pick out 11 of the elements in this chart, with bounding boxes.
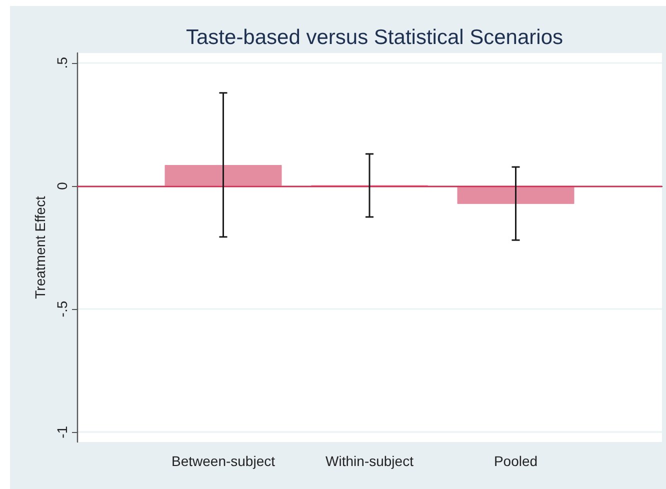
y-tick-label: .5: [54, 56, 70, 69]
x-tick-label: Pooled: [494, 453, 538, 469]
y-tick-label: -1: [54, 426, 70, 438]
y-axis-title: Treatment Effect: [32, 196, 48, 299]
bar: [164, 165, 282, 186]
y-tick-label: 0: [54, 182, 70, 190]
chart-title: Taste-based versus Statistical Scenarios: [186, 26, 564, 49]
bar: [457, 186, 574, 204]
x-tick-label: Between-subject: [171, 453, 276, 469]
x-tick-label: Within-subject: [326, 453, 414, 469]
y-tick-label: -.5: [54, 300, 70, 318]
